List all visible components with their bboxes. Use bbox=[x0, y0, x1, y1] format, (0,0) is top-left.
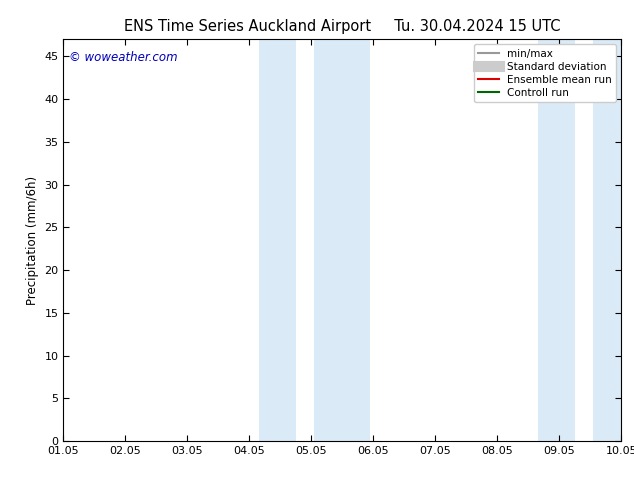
Bar bbox=[314, 39, 370, 441]
Bar bbox=[538, 39, 575, 441]
Legend: min/max, Standard deviation, Ensemble mean run, Controll run: min/max, Standard deviation, Ensemble me… bbox=[474, 45, 616, 102]
Text: © woweather.com: © woweather.com bbox=[69, 51, 178, 64]
Y-axis label: Precipitation (mm/6h): Precipitation (mm/6h) bbox=[26, 175, 39, 305]
Title: ENS Time Series Auckland Airport     Tu. 30.04.2024 15 UTC: ENS Time Series Auckland Airport Tu. 30.… bbox=[124, 19, 560, 34]
Bar bbox=[593, 39, 621, 441]
Bar bbox=[259, 39, 296, 441]
